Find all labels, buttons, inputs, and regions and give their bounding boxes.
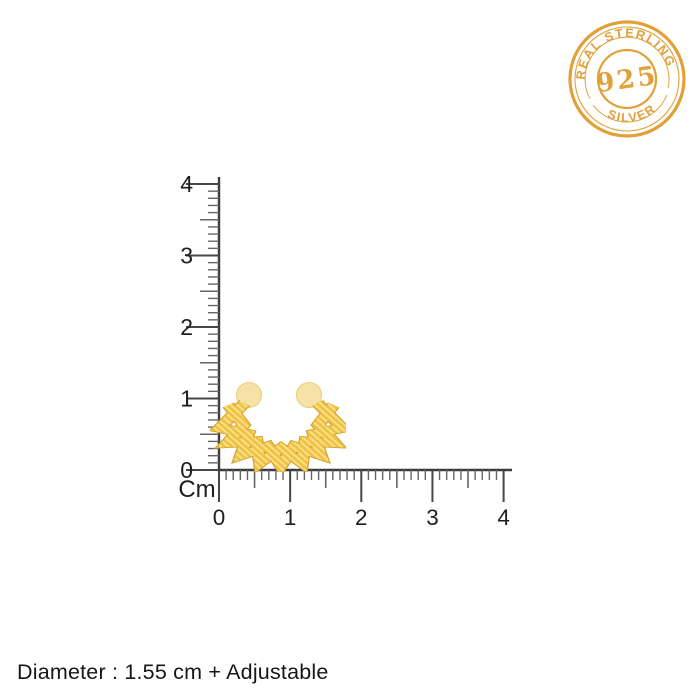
horizontal-ruler-label: 4 bbox=[497, 505, 510, 530]
vertical-ruler-label: 0 bbox=[180, 457, 193, 483]
badge-thin-ring bbox=[574, 26, 680, 132]
vertical-ruler-label: 1 bbox=[180, 386, 193, 412]
vertical-ruler-label: 4 bbox=[180, 171, 193, 197]
vertical-ruler-label: 2 bbox=[180, 314, 193, 340]
cuff-braided-band bbox=[210, 400, 346, 472]
ear-cuff-product-image bbox=[210, 382, 346, 472]
vertical-ruler-label: 3 bbox=[180, 243, 193, 269]
cuff-left-pad bbox=[236, 382, 262, 408]
ruler-unit-label: Cm bbox=[178, 476, 215, 503]
sterling-silver-925-badge: REAL STERLING SILVER 925 bbox=[567, 19, 686, 138]
horizontal-ruler-label: 2 bbox=[355, 505, 368, 530]
diameter-caption: Diameter : 1.55 cm + Adjustable bbox=[17, 660, 329, 684]
badge-925-text: 925 bbox=[594, 61, 659, 99]
horizontal-ruler-label: 0 bbox=[213, 505, 226, 530]
badge-outer-ring bbox=[568, 20, 686, 138]
horizontal-ruler-label: 3 bbox=[426, 505, 439, 530]
badge-center-ring bbox=[596, 48, 658, 110]
cuff-right-pad bbox=[296, 382, 322, 408]
horizontal-ruler-label: 1 bbox=[284, 505, 297, 530]
